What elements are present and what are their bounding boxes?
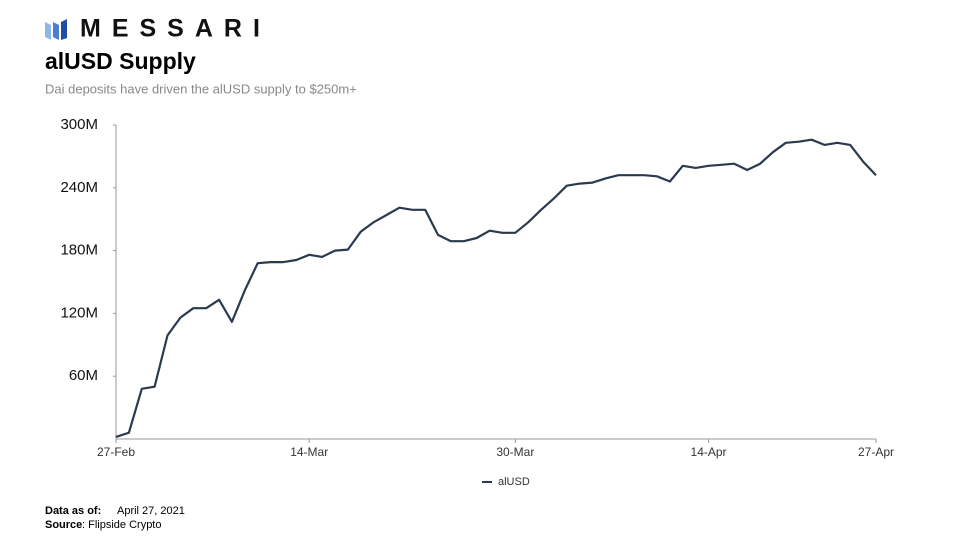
- x-tick-label: 14-Apr: [691, 445, 727, 459]
- x-tick-label: 27-Apr: [858, 445, 894, 459]
- x-tick-label: 14-Mar: [290, 445, 328, 459]
- footer-value: : Flipside Crypto: [82, 519, 161, 531]
- footer-label: Data as of:: [45, 505, 101, 517]
- x-tick-label: 30-Mar: [496, 445, 534, 459]
- y-tick-label: 60M: [69, 367, 98, 384]
- y-tick-label: 180M: [60, 242, 98, 259]
- y-tick-label: 240M: [60, 179, 98, 196]
- footer-source: Flipside Crypto: [88, 519, 161, 531]
- logo-icon: [45, 19, 67, 40]
- footer-label: Source: [45, 519, 82, 531]
- footer-value: April 27, 2021: [117, 505, 185, 517]
- legend-label: alUSD: [498, 476, 530, 488]
- y-tick-label: 300M: [60, 116, 98, 133]
- chart-title: alUSD Supply: [45, 48, 196, 74]
- line: [115, 138, 877, 438]
- logo-text: MESSARI: [80, 15, 271, 43]
- chart-subtitle: Dai deposits have driven the alUSD suppl…: [45, 81, 357, 96]
- y-tick-label: 120M: [60, 304, 98, 321]
- x-tick-label: 27-Feb: [97, 445, 135, 459]
